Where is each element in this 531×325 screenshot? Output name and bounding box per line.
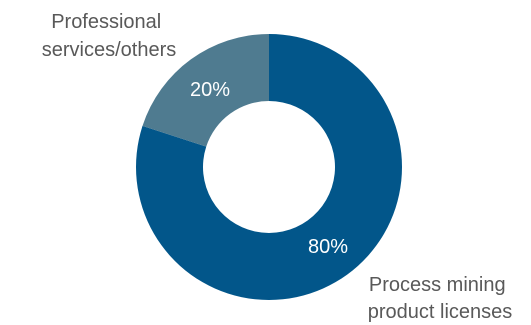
category-label-professional-services-line1: Professional [51, 11, 161, 33]
slice-data-label-process-mining: 80% [308, 236, 348, 258]
slice-professional-services-others [142, 34, 269, 147]
category-label-professional-services: Professional services/others [42, 11, 177, 61]
slices-layer [136, 34, 402, 300]
category-label-process-mining-line2: product licenses [368, 301, 513, 323]
slice-process-mining-product-licenses [136, 34, 402, 300]
category-label-process-mining: Process mining product licenses [368, 274, 513, 323]
category-label-process-mining-line1: Process mining [369, 274, 506, 296]
category-label-professional-services-line2: services/others [42, 39, 177, 61]
slice-data-label-professional-services: 20% [190, 79, 230, 101]
